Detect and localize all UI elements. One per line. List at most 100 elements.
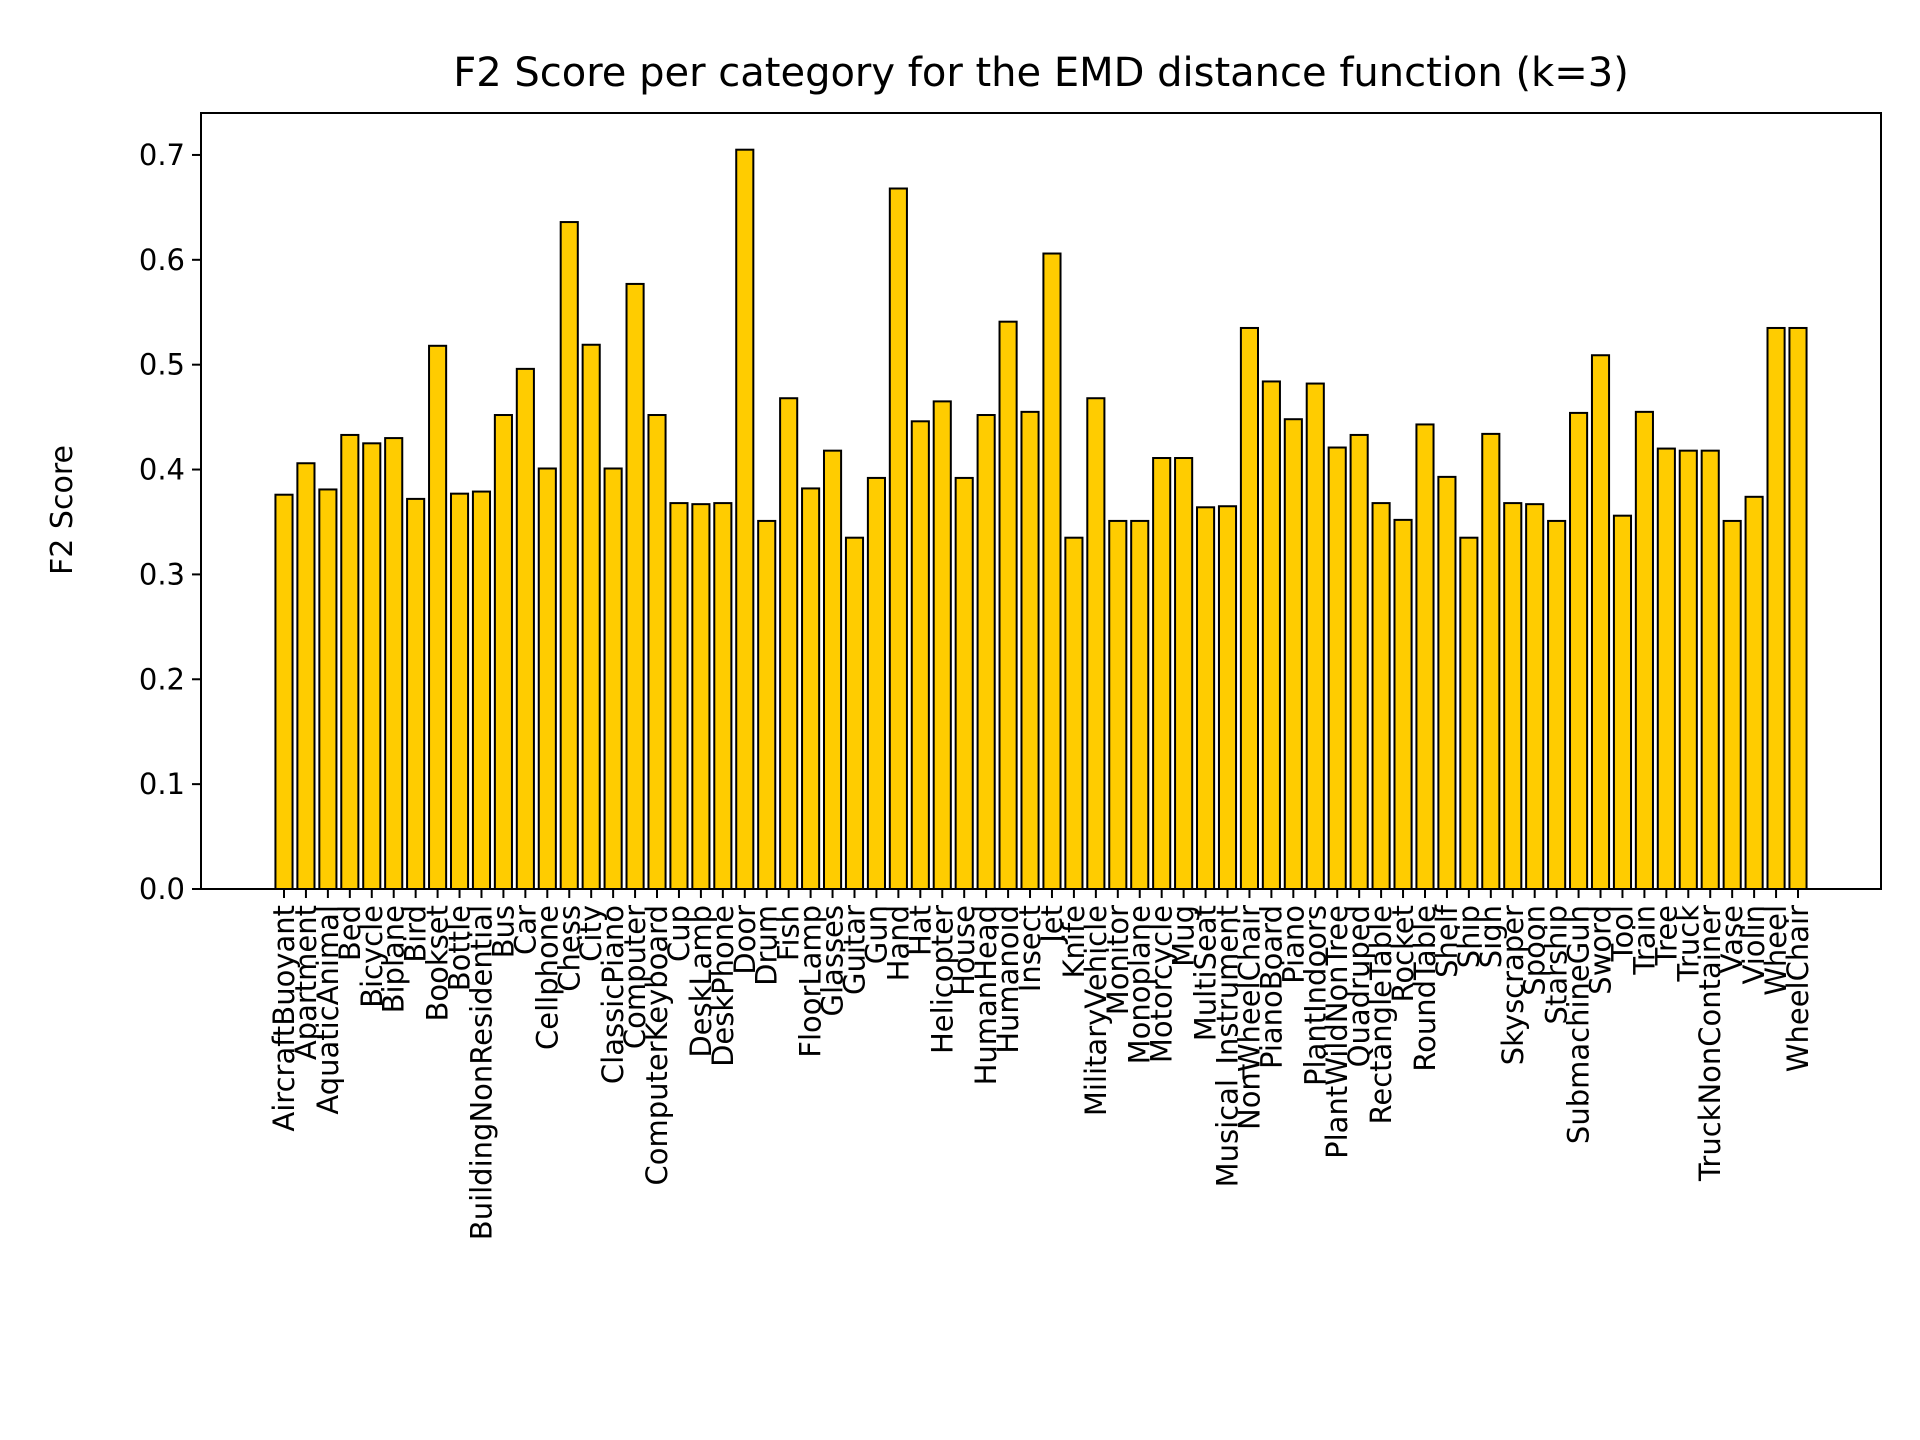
x-tick-label: Bird <box>399 905 433 963</box>
x-tick-label: Apartment <box>289 905 323 1060</box>
bar-Ship <box>1459 536 1479 890</box>
bar-Bottle <box>449 492 470 890</box>
x-tick-label: Monoplane <box>1123 905 1157 1064</box>
x-tick-label: HumanHead <box>969 905 1003 1085</box>
x-tick-label: Biplane <box>377 905 411 1013</box>
x-tick-label: Fish <box>772 905 806 961</box>
x-tick-label: WheelChair <box>1781 905 1815 1072</box>
bar-Monitor <box>1108 519 1128 890</box>
x-tick-label: Skyscraper <box>1496 905 1530 1065</box>
bar-House <box>954 476 974 890</box>
x-tick-label: DeskLamp <box>684 905 718 1058</box>
bar-Bird <box>406 497 426 890</box>
y-tick-label: 0.7 <box>139 138 185 172</box>
x-tick-label: Door <box>728 905 762 975</box>
bar-Mug <box>1174 457 1194 890</box>
x-tick-label: Train <box>1627 905 1661 976</box>
x-tick-label: PianoBoard <box>1254 905 1288 1069</box>
bar-PianoBoard <box>1261 380 1281 890</box>
bar-Starship <box>1547 519 1567 890</box>
x-tick-label: SubmachineGun <box>1562 905 1596 1144</box>
chart-title: F2 Score per category for the EMD distan… <box>453 50 1629 96</box>
x-tick-label: House <box>947 905 981 996</box>
bar-Knife <box>1064 536 1084 890</box>
x-tick-label: MultiSeat <box>1189 905 1223 1041</box>
x-tick-label: Spoon <box>1518 905 1552 996</box>
bar-Vase <box>1722 519 1742 890</box>
x-tick-label: Bed <box>333 905 367 961</box>
x-tick-label: Piano <box>1276 905 1310 984</box>
y-tick-label: 0.2 <box>139 662 185 696</box>
bar-Skyscraper <box>1503 502 1523 890</box>
bar-NonWheelChair <box>1239 326 1260 891</box>
plot-frame <box>200 112 1882 890</box>
bar-Motorcycle <box>1152 457 1172 890</box>
x-tick-label: Violin <box>1737 905 1771 985</box>
bar-PlantIndoors <box>1305 382 1325 890</box>
bar-Jet <box>1042 252 1062 890</box>
x-tick-label: Rocket <box>1386 905 1420 1003</box>
bar-ComputerKeyboard <box>647 414 667 890</box>
bar-AircraftBuoyant <box>274 493 294 890</box>
x-tick-label: Bicycle <box>355 905 389 1008</box>
x-tick-label: Hand <box>881 905 915 981</box>
x-tick-label: Chess <box>552 905 586 992</box>
bar-Helicopter <box>932 400 952 890</box>
bar-Guitar <box>844 536 865 890</box>
bar-Biplane <box>384 437 404 890</box>
x-tick-label: ClassicPiano <box>596 905 630 1084</box>
x-tick-label: DeskPhone <box>706 905 740 1067</box>
x-tick-label: Cup <box>662 905 696 962</box>
bar-Truck <box>1678 449 1698 890</box>
bar-Cup <box>669 502 689 890</box>
bar-AquaticAnimal <box>318 488 338 890</box>
bar-WheelChair <box>1788 326 1808 891</box>
bar-Sign <box>1481 432 1501 890</box>
x-axis: AircraftBuoyantApartmentAquaticAnimalBed… <box>267 889 1815 1240</box>
x-tick-label: FloorLamp <box>794 905 828 1058</box>
bar-City <box>581 343 601 890</box>
bar-Monoplane <box>1130 519 1150 890</box>
bar-RectangleTable <box>1371 502 1391 890</box>
x-tick-label: Starship <box>1540 905 1574 1024</box>
x-tick-label: TruckNonContainer <box>1693 905 1727 1182</box>
bar-Musical_Instrument <box>1217 505 1238 890</box>
x-tick-label: Knife <box>1057 905 1091 979</box>
bar-TruckNonContainer <box>1700 449 1720 890</box>
bar-Quadruped <box>1349 433 1369 890</box>
y-tick-label: 0.1 <box>139 767 185 801</box>
x-tick-label: Hat <box>903 905 937 956</box>
x-tick-label: Glasses <box>816 905 850 1016</box>
bar-Gun <box>866 476 886 890</box>
bar-Shelf <box>1437 475 1457 890</box>
y-tick-label: 0.6 <box>139 243 185 277</box>
bar-MultiSeat <box>1196 506 1216 890</box>
bars-group <box>274 148 1808 891</box>
x-tick-label: Shelf <box>1430 904 1464 978</box>
bar-PlantWildNonTree <box>1327 446 1347 890</box>
x-tick-label: Musical_Instrument <box>1211 905 1245 1187</box>
x-tick-label: Computer <box>618 905 652 1049</box>
y-tick-label: 0.4 <box>139 453 185 487</box>
bar-Drum <box>757 519 777 890</box>
x-tick-label: Insect <box>1013 905 1047 992</box>
y-axis: 0.0 0.1 0.2 0.3 0.4 0.5 0.6 0.7 <box>139 138 201 906</box>
bar-Fish <box>779 397 799 890</box>
x-tick-label: Sign <box>1474 905 1508 968</box>
y-tick-label: 0.5 <box>139 348 185 382</box>
x-tick-label: Sword <box>1584 905 1618 995</box>
x-tick-label: Jet <box>1035 905 1069 945</box>
x-tick-label: Quadruped <box>1342 905 1376 1067</box>
bar-Door <box>735 148 755 890</box>
x-tick-label: PlantIndoors <box>1298 905 1332 1086</box>
x-tick-label: Gun <box>859 905 893 964</box>
bar-Apartment <box>296 462 316 890</box>
x-tick-label: City <box>574 905 608 962</box>
bar-DeskLamp <box>691 503 711 890</box>
x-tick-label: NonWheelChair <box>1232 905 1266 1130</box>
x-tick-label: Truck <box>1671 905 1705 983</box>
bar-FloorLamp <box>801 487 821 890</box>
x-tick-label: Bookset <box>421 905 455 1022</box>
